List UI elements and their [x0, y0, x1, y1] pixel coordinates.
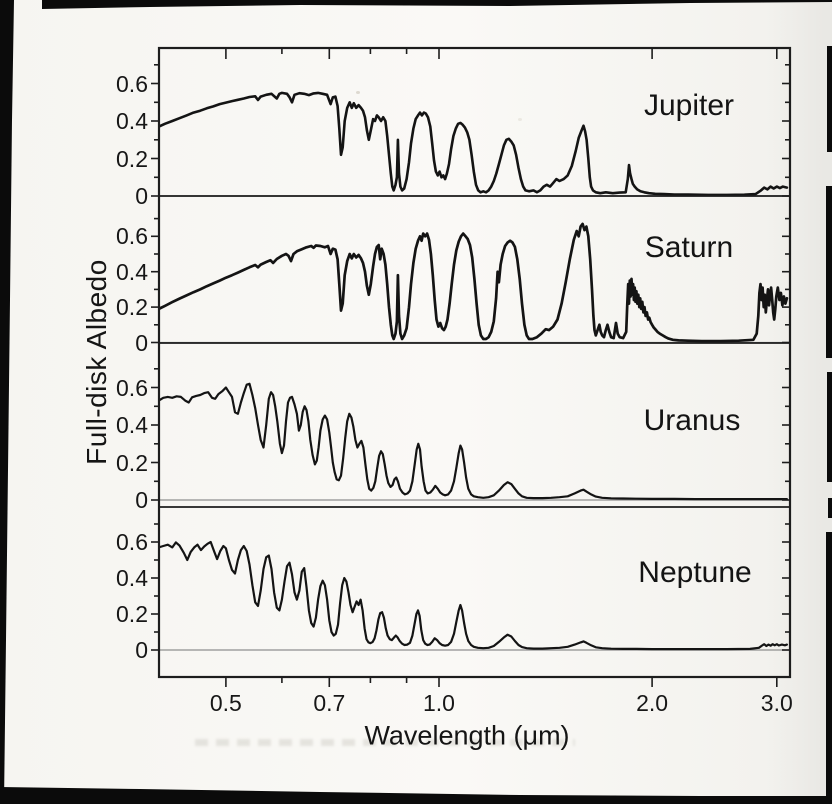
y-tick-label: 0.2: [116, 294, 148, 321]
x-axis-title: Wavelength (μm): [364, 720, 570, 751]
spectrum-saturn: [160, 222, 789, 343]
x-tick-label: 1.0: [423, 690, 455, 716]
y-tick-label: 0.6: [116, 223, 148, 250]
scan-artifact-right-strip: [827, 372, 832, 482]
scan-speck: [356, 91, 360, 94]
y-tick-label: 0.6: [116, 374, 148, 401]
x-tick-label: 0.5: [209, 690, 242, 716]
scan-artifact-top-bar: [42, 0, 832, 9]
y-tick-label: 0: [135, 183, 148, 209]
spectrum-uranus: [160, 382, 788, 501]
scan-artifact-right-strip: [827, 46, 832, 152]
panel-label-uranus: Uranus: [643, 404, 741, 437]
y-tick-label: 0.2: [116, 449, 148, 476]
x-tick-label: 2.0: [636, 690, 669, 716]
y-tick-label: 0.2: [116, 601, 148, 627]
x-tick-label: 0.7: [313, 690, 346, 716]
y-tick-label: 0.6: [116, 70, 148, 97]
spectrum-jupiter: [160, 91, 789, 197]
scan-artifact-right-strip: [826, 532, 832, 804]
y-tick-label: 0.4: [116, 565, 148, 591]
y-tick-label: 0.6: [116, 529, 148, 555]
panel-label-jupiter: Jupiter: [643, 89, 735, 122]
print-bleed-artifact: [195, 739, 575, 746]
y-tick-label: 0: [135, 329, 148, 356]
y-tick-label: 0: [135, 637, 148, 663]
panel-label-saturn: Saturn: [644, 231, 734, 264]
y-tick-label: 0.2: [116, 145, 148, 172]
y-tick-label: 0.4: [116, 412, 148, 438]
scan-artifact-right-strip: [828, 498, 832, 518]
y-tick-label: 0.4: [116, 258, 148, 285]
y-tick-label: 0.4: [116, 108, 148, 134]
y-tick-label: 0: [135, 487, 148, 513]
scan-speck: [518, 118, 522, 121]
panel-label-neptune: Neptune: [638, 556, 752, 589]
spectrum-neptune: [160, 540, 788, 651]
x-tick-label: 3.0: [760, 690, 793, 716]
scan-artifact-right-strip: [826, 186, 832, 358]
